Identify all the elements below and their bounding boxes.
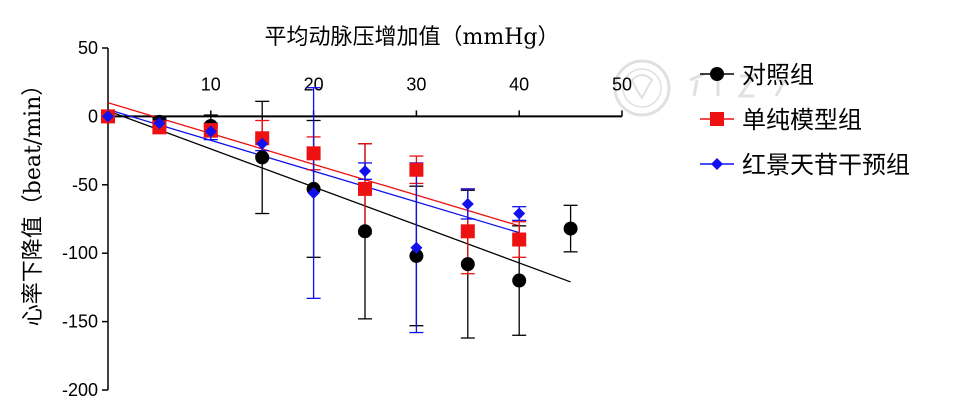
data-point — [359, 165, 371, 178]
data-point — [512, 273, 527, 288]
x-tick-label: 30 — [406, 74, 426, 94]
data-point — [460, 257, 475, 272]
y-tick-label: 50 — [78, 38, 98, 58]
trend-line — [107, 110, 571, 283]
x-tick-label: 10 — [201, 74, 221, 94]
data-point — [460, 224, 475, 239]
legend-label: 对照组 — [742, 61, 814, 89]
legend-marker — [710, 112, 724, 126]
x-tick-label: 20 — [304, 74, 324, 94]
data-point — [461, 197, 474, 210]
data-point — [512, 232, 527, 247]
data-point — [102, 110, 114, 123]
axes: 50 0 -50 -100 -150 -200 10 20 30 40 50 — [62, 38, 632, 400]
data-point — [513, 207, 526, 220]
data-point — [409, 248, 424, 263]
data-markers — [101, 109, 578, 288]
data-point — [255, 150, 270, 165]
y-tick-label: -50 — [72, 175, 98, 195]
data-point — [306, 146, 321, 161]
y-tick-label: -150 — [62, 312, 98, 332]
x-tick-label: 40 — [509, 74, 529, 94]
trend-lines — [107, 102, 571, 283]
data-point — [204, 125, 217, 138]
y-tick-label: -200 — [62, 380, 98, 400]
data-point — [358, 181, 372, 196]
x-tick-label: 50 — [612, 74, 632, 94]
legend-label: 单纯模型组 — [742, 106, 862, 134]
data-point — [409, 162, 424, 177]
y-tick-label: 0 — [88, 106, 98, 126]
legend-label: 红景天苷干预组 — [742, 151, 910, 179]
data-point — [307, 187, 320, 200]
y-axis-title: 心率下降值（beat/min） — [21, 74, 46, 327]
y-tick-label: -100 — [62, 243, 98, 263]
data-point — [153, 117, 166, 130]
x-axis-title: 平均动脉压增加值（mmHg） — [265, 25, 560, 50]
data-point — [256, 137, 269, 150]
data-point — [410, 241, 423, 254]
legend-marker — [711, 158, 723, 170]
data-point — [563, 221, 578, 236]
legend-marker — [710, 67, 724, 81]
data-point — [358, 224, 372, 239]
